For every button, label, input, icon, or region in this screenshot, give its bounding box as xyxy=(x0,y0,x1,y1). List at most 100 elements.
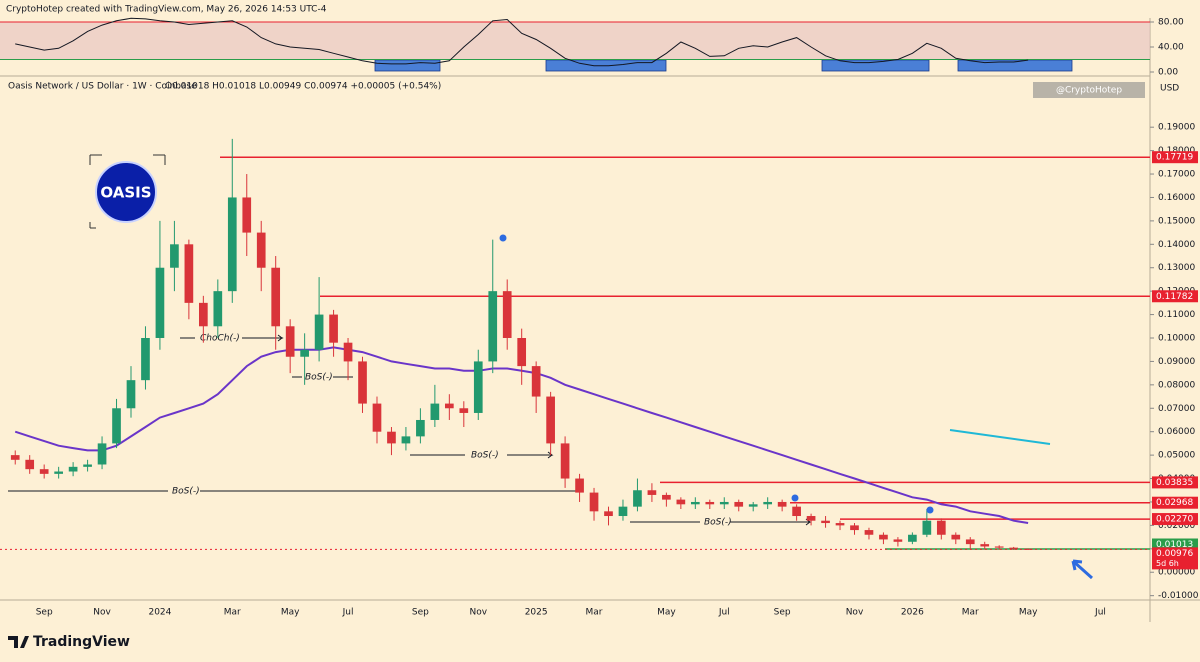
annotation: BoS(-) xyxy=(471,451,499,461)
symbol: Oasis Network / US Dollar · 1W · Coinbas… xyxy=(8,82,197,92)
candle-body xyxy=(416,419,425,437)
arrow xyxy=(1071,559,1094,580)
candle-body xyxy=(502,291,512,338)
y-tick-label: 0.07000 xyxy=(1158,404,1195,414)
candle-body xyxy=(879,534,888,540)
candle-body xyxy=(372,403,382,432)
level-tag xyxy=(1152,290,1198,303)
candle-body xyxy=(358,361,367,404)
y-tick-label: 0.14000 xyxy=(1158,240,1195,250)
x-tick-label: Sep xyxy=(412,608,429,618)
y-tick-label: 0.18000 xyxy=(1158,146,1195,156)
rsi-line xyxy=(15,17,1029,67)
candle-body xyxy=(763,501,773,505)
x-tick-label: Nov xyxy=(846,608,864,618)
candle-body xyxy=(662,494,671,500)
candle-body xyxy=(54,471,63,474)
candle-body xyxy=(850,525,859,531)
candle-body xyxy=(951,534,961,540)
candle-body xyxy=(141,338,150,381)
candle-body xyxy=(488,291,498,362)
x-tick-label: Mar xyxy=(224,608,241,618)
candle-body xyxy=(329,314,338,343)
watermark-box xyxy=(1033,82,1145,98)
price-tag-label: 0.01013 xyxy=(1156,540,1193,550)
credit: CryptoHotep created with TradingView.com… xyxy=(6,5,327,15)
candle-body xyxy=(83,464,92,467)
trend-line xyxy=(949,429,1051,445)
candle-body xyxy=(155,267,165,338)
y-tick-label: -0.01000 xyxy=(1158,591,1199,601)
candle-body xyxy=(806,516,816,521)
price-tag-label: 0.00976 xyxy=(1156,549,1193,559)
y-tick-label: 0.09000 xyxy=(1158,357,1195,367)
y-tick-label: 0.06000 xyxy=(1158,427,1195,437)
candle-body xyxy=(936,520,946,535)
countdown: 5d 6h xyxy=(1156,559,1179,568)
x-tick-label: Nov xyxy=(469,608,487,618)
annotation: BoS(-) xyxy=(305,373,333,383)
y-tick-label: 0.02000 xyxy=(1158,521,1195,531)
candle-body xyxy=(1023,548,1033,550)
candle-body xyxy=(300,349,309,357)
annotation: BoS(-) xyxy=(704,518,732,528)
candle-body xyxy=(459,408,469,413)
candle-body xyxy=(575,478,584,493)
rsi-tick-label: 40.00 xyxy=(1158,43,1184,53)
price-tag xyxy=(1152,547,1198,570)
candle-body xyxy=(170,244,179,268)
candle-body xyxy=(256,232,266,268)
y-tick-label: 0.19000 xyxy=(1158,123,1195,133)
candle-body xyxy=(1009,547,1019,549)
candle-body xyxy=(184,244,194,303)
y-tick-label: 0.08000 xyxy=(1158,380,1195,390)
brand-text: TradingView xyxy=(33,634,130,650)
y-tick-label: 0.16000 xyxy=(1158,193,1195,203)
signal-dot xyxy=(791,494,799,502)
candle-body xyxy=(314,314,324,350)
candle-body xyxy=(835,523,845,526)
candle-body xyxy=(25,459,35,470)
candle-body xyxy=(618,506,628,517)
candle-body xyxy=(589,492,599,512)
candle-body xyxy=(719,501,729,505)
x-tick-label: May xyxy=(1019,608,1038,618)
candle-body xyxy=(922,520,932,535)
level-tag-label: 0.11782 xyxy=(1156,292,1193,302)
candle-body xyxy=(546,396,555,444)
x-tick-label: 2026 xyxy=(901,608,924,618)
watermark: @CryptoHotep xyxy=(1056,86,1122,96)
level-tag-label: 0.17719 xyxy=(1156,153,1193,163)
level-tag xyxy=(1152,151,1198,164)
x-tick-label: Mar xyxy=(962,608,979,618)
candle-body xyxy=(705,501,715,505)
y-tick-label: 0.00000 xyxy=(1158,568,1195,578)
candle-body xyxy=(199,302,208,327)
y-tick-label: 0.15000 xyxy=(1158,216,1195,226)
logo: OASIS xyxy=(89,154,166,229)
level-tag-label: 0.02968 xyxy=(1156,498,1193,508)
candle-body xyxy=(633,490,642,507)
annotation-lines xyxy=(8,334,812,526)
candle-body xyxy=(748,504,758,507)
x-tick-label: Sep xyxy=(774,608,791,618)
x-tick-label: 2025 xyxy=(525,608,548,618)
signal-dot xyxy=(499,234,507,242)
y-tick-label: 0.05000 xyxy=(1158,451,1195,461)
candle-body xyxy=(690,501,700,505)
candle-body xyxy=(604,511,613,517)
candle-body xyxy=(965,539,975,545)
candle-body xyxy=(893,539,903,542)
candle-body xyxy=(444,403,454,409)
rsi-tick-label: 0.00 xyxy=(1158,68,1178,78)
y-tick-label: 0.13000 xyxy=(1158,263,1195,273)
candle-body xyxy=(647,490,657,495)
x-tick-label: May xyxy=(657,608,676,618)
annotation: ChoCh(-) xyxy=(200,334,240,344)
candle-body xyxy=(401,436,411,444)
candle-body xyxy=(112,408,121,444)
level-tag-label: 0.03835 xyxy=(1156,478,1193,488)
candle-body xyxy=(676,499,686,505)
x-tick-label: Jul xyxy=(342,608,354,618)
